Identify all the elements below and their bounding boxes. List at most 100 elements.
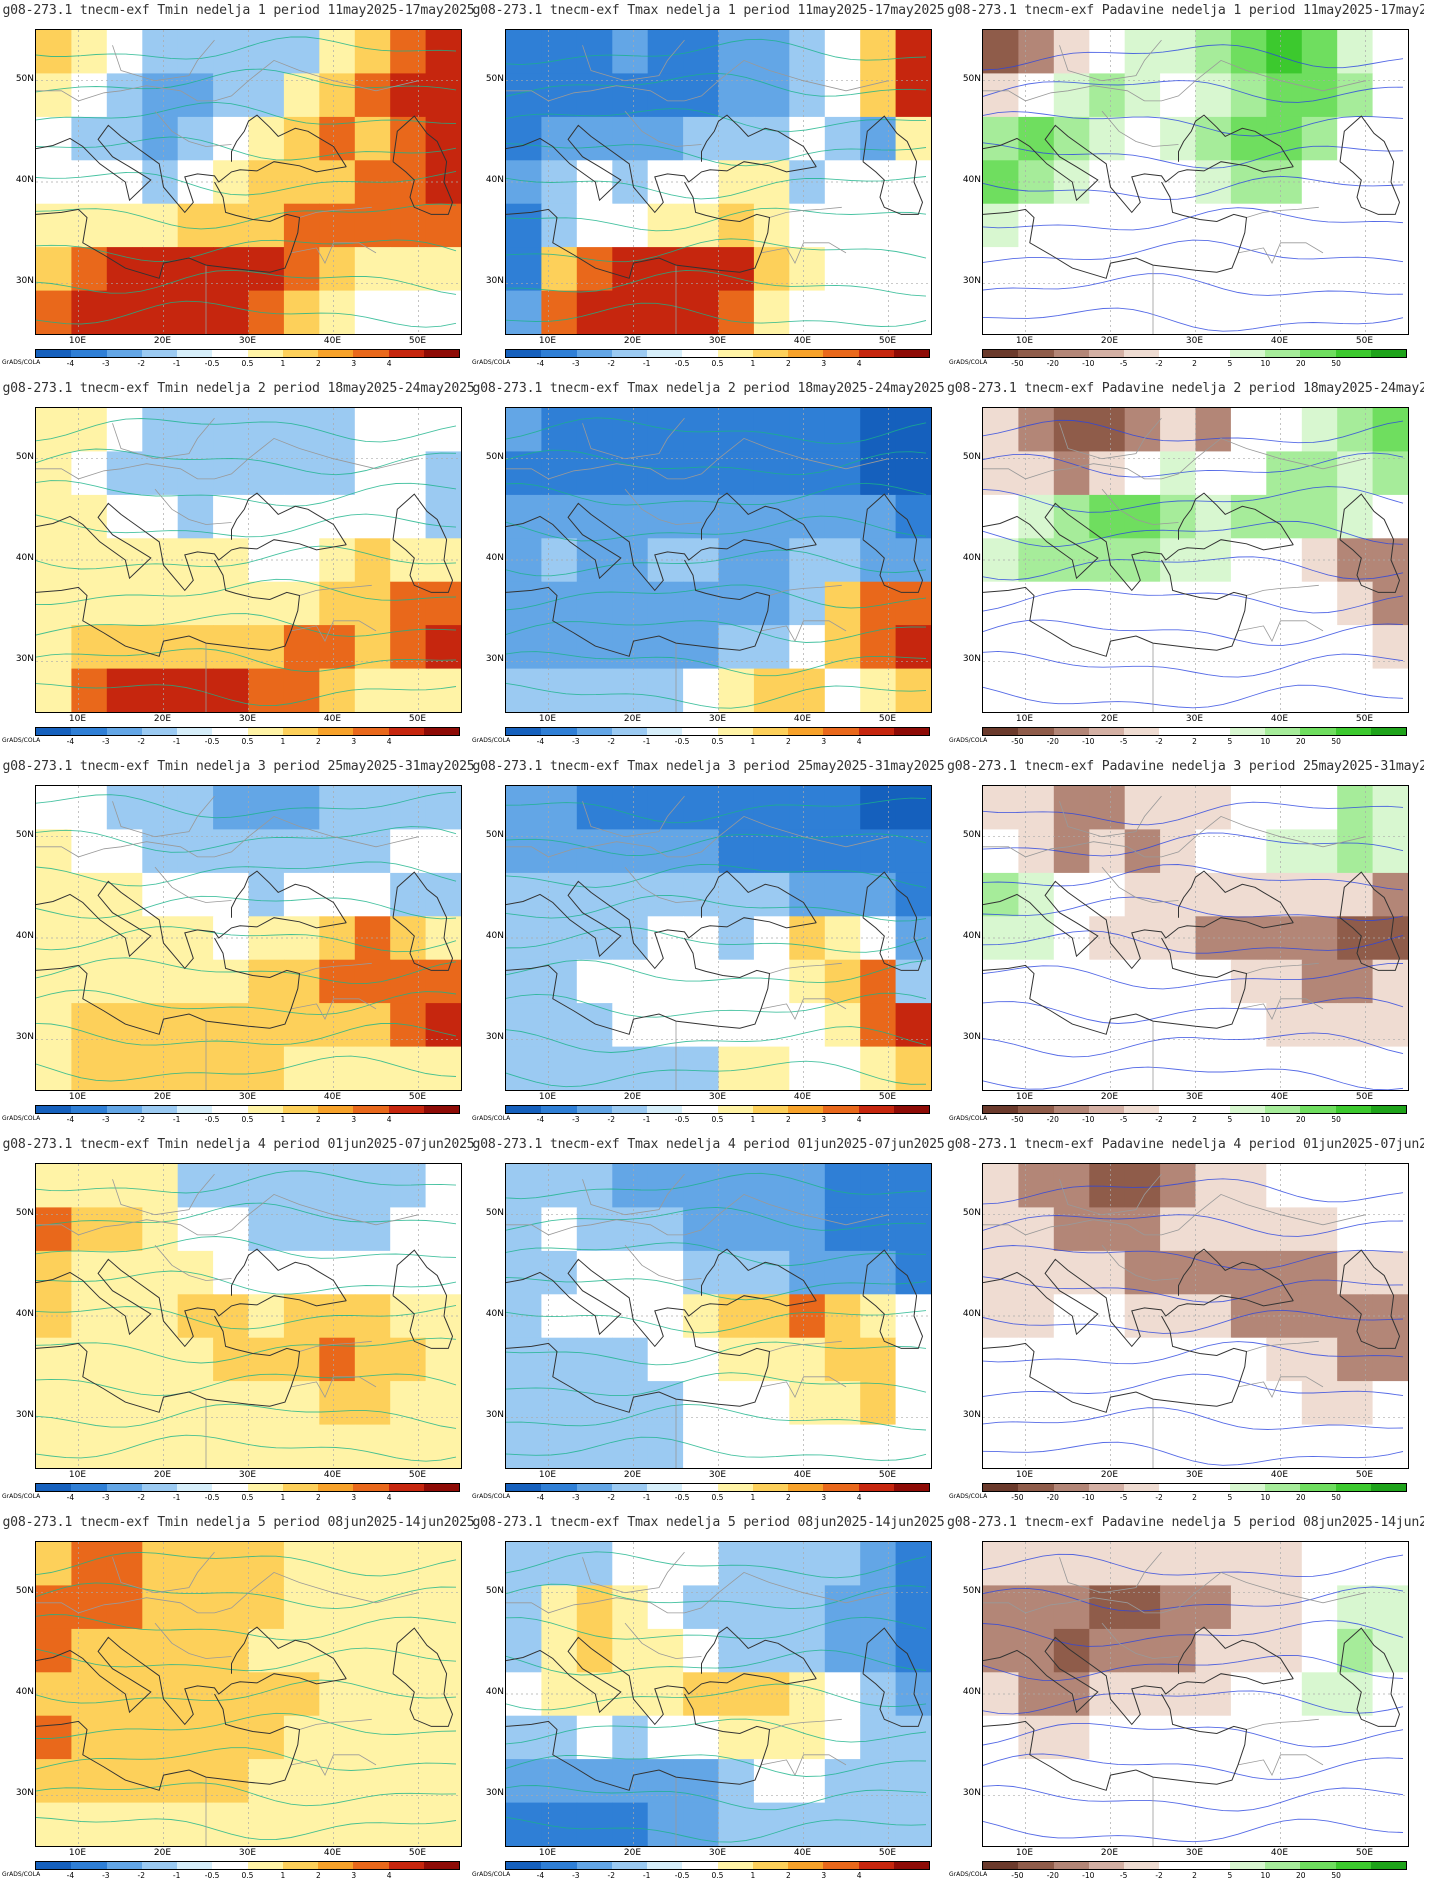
latitude-label: 30N: [15, 1410, 34, 1421]
anomaly-cell: [1266, 1003, 1303, 1048]
anomaly-cell: [1160, 1585, 1197, 1630]
anomaly-cell: [248, 1164, 285, 1208]
color-bar-tick-label: -2: [1155, 359, 1163, 368]
color-bar-tick-label: -0.5: [204, 1115, 220, 1124]
anomaly-cell: [506, 959, 542, 1004]
color-bar-swatch: [1370, 350, 1406, 357]
color-bar-swatch: [282, 728, 318, 735]
anomaly-cell: [718, 1424, 755, 1468]
coastline: [983, 1693, 1248, 1791]
color-bar-swatch: [1370, 1106, 1406, 1113]
grads-credit: GrADS/COLA: [472, 1871, 511, 1878]
color-bar-swatch: [353, 1862, 389, 1869]
color-bar-swatch: [1018, 350, 1054, 357]
anomaly-cell: [824, 1164, 861, 1208]
anomaly-cell: [177, 1046, 214, 1090]
map-panel-10: g08-273.1 tnecm-exf Tmin nedelja 4 perio…: [0, 1134, 477, 1513]
color-bar-tick-label: 2: [1192, 1115, 1197, 1124]
color-bar-swatch: [788, 350, 824, 357]
contour-line: [983, 963, 1404, 990]
color-bar-swatch: [717, 1106, 753, 1113]
country-border: [506, 437, 889, 480]
anomaly-cell: [824, 116, 861, 161]
contour-line: [36, 1582, 457, 1610]
anomaly-cell: [718, 1164, 755, 1208]
anomaly-cell: [824, 1802, 861, 1846]
anomaly-cell: [1230, 1759, 1267, 1804]
color-bar-swatch: [1159, 1862, 1195, 1869]
anomaly-cell: [1230, 625, 1267, 670]
anomaly-cell: [1230, 1802, 1267, 1846]
map-plot-area: [35, 29, 462, 335]
anomaly-cell: [1230, 408, 1267, 452]
map-panel-5: g08-273.1 tnecm-exf Tmax nedelja 2 perio…: [470, 378, 947, 757]
longitude-label: 30E: [1185, 1470, 1204, 1480]
color-bar-tick-label: 10: [1260, 359, 1271, 368]
color-bar-tick-label: -50: [1011, 737, 1024, 746]
anomaly-cell: [36, 73, 72, 118]
anomaly-cell: [860, 786, 897, 830]
anomaly-cell: [824, 1715, 861, 1760]
anomaly-cell: [541, 73, 578, 118]
anomaly-cell: [683, 1381, 720, 1426]
color-bar-swatch: [752, 1862, 788, 1869]
anomaly-cell: [983, 1381, 1019, 1426]
color-bar-swatch: [177, 1106, 213, 1113]
anomaly-cell: [1195, 451, 1232, 496]
anomaly-cell: [683, 1585, 720, 1630]
longitude-label: 50E: [408, 336, 427, 346]
anomaly-cell: [36, 1542, 72, 1586]
anomaly-cell: [248, 1542, 285, 1586]
anomaly-map: [36, 30, 461, 334]
longitude-label: 10E: [68, 1092, 87, 1102]
color-bar-tick-label: -2: [1155, 737, 1163, 746]
anomaly-cell: [860, 959, 897, 1004]
contour-line: [36, 1373, 457, 1397]
color-bar-swatch: [36, 1106, 72, 1113]
anomaly-cell: [1018, 786, 1055, 830]
anomaly-cell: [390, 408, 427, 452]
color-bar-tick-label: -20: [1046, 1493, 1059, 1502]
color-bar: [505, 727, 930, 736]
color-bar-swatch: [858, 1106, 894, 1113]
contour-line: [506, 1551, 927, 1579]
anomaly-cell: [390, 1759, 427, 1804]
color-bar-tick-label: -20: [1046, 1871, 1059, 1880]
map-plot-area: [982, 1163, 1409, 1469]
country-border: [624, 110, 702, 147]
color-bar: [982, 1105, 1407, 1114]
longitude-label: 10E: [538, 714, 557, 724]
anomaly-cell: [248, 786, 285, 830]
color-bar-swatch: [576, 1484, 612, 1491]
anomaly-cell: [753, 1424, 790, 1468]
anomaly-cell: [983, 1164, 1019, 1208]
anomaly-cell: [142, 625, 179, 670]
color-bar-tick-label: -2: [137, 1115, 145, 1124]
anomaly-cell: [213, 1715, 250, 1760]
anomaly-cell: [1053, 1802, 1090, 1846]
coastline: [506, 880, 817, 970]
color-bar-tick-label: 4: [856, 1115, 862, 1124]
anomaly-cell: [283, 625, 320, 670]
anomaly-cell: [1124, 247, 1161, 292]
color-bar-tick-label: -4: [66, 1493, 75, 1502]
longitude-label: 50E: [1355, 1092, 1374, 1102]
map-panel-9: g08-273.1 tnecm-exf Padavine nedelja 3 p…: [947, 756, 1424, 1135]
country-border: [582, 795, 685, 838]
anomaly-cell: [1018, 1164, 1055, 1208]
anomaly-cell: [1053, 1381, 1090, 1426]
map-panel-15: g08-273.1 tnecm-exf Padavine nedelja 5 p…: [947, 1512, 1424, 1891]
color-bar-swatch: [541, 350, 577, 357]
color-bar-swatch: [1194, 1862, 1230, 1869]
anomaly-cell: [789, 1585, 826, 1630]
anomaly-cell: [1230, 30, 1267, 74]
anomaly-cell: [895, 160, 931, 205]
anomaly-cell: [1301, 1628, 1338, 1673]
longitude-label: 30E: [708, 336, 727, 346]
longitude-label: 10E: [1015, 1092, 1034, 1102]
anomaly-cell: [177, 30, 214, 74]
country-border: [299, 962, 372, 974]
contour-line: [36, 101, 457, 125]
anomaly-cell: [354, 959, 391, 1004]
color-bar-swatch: [1229, 1862, 1265, 1869]
